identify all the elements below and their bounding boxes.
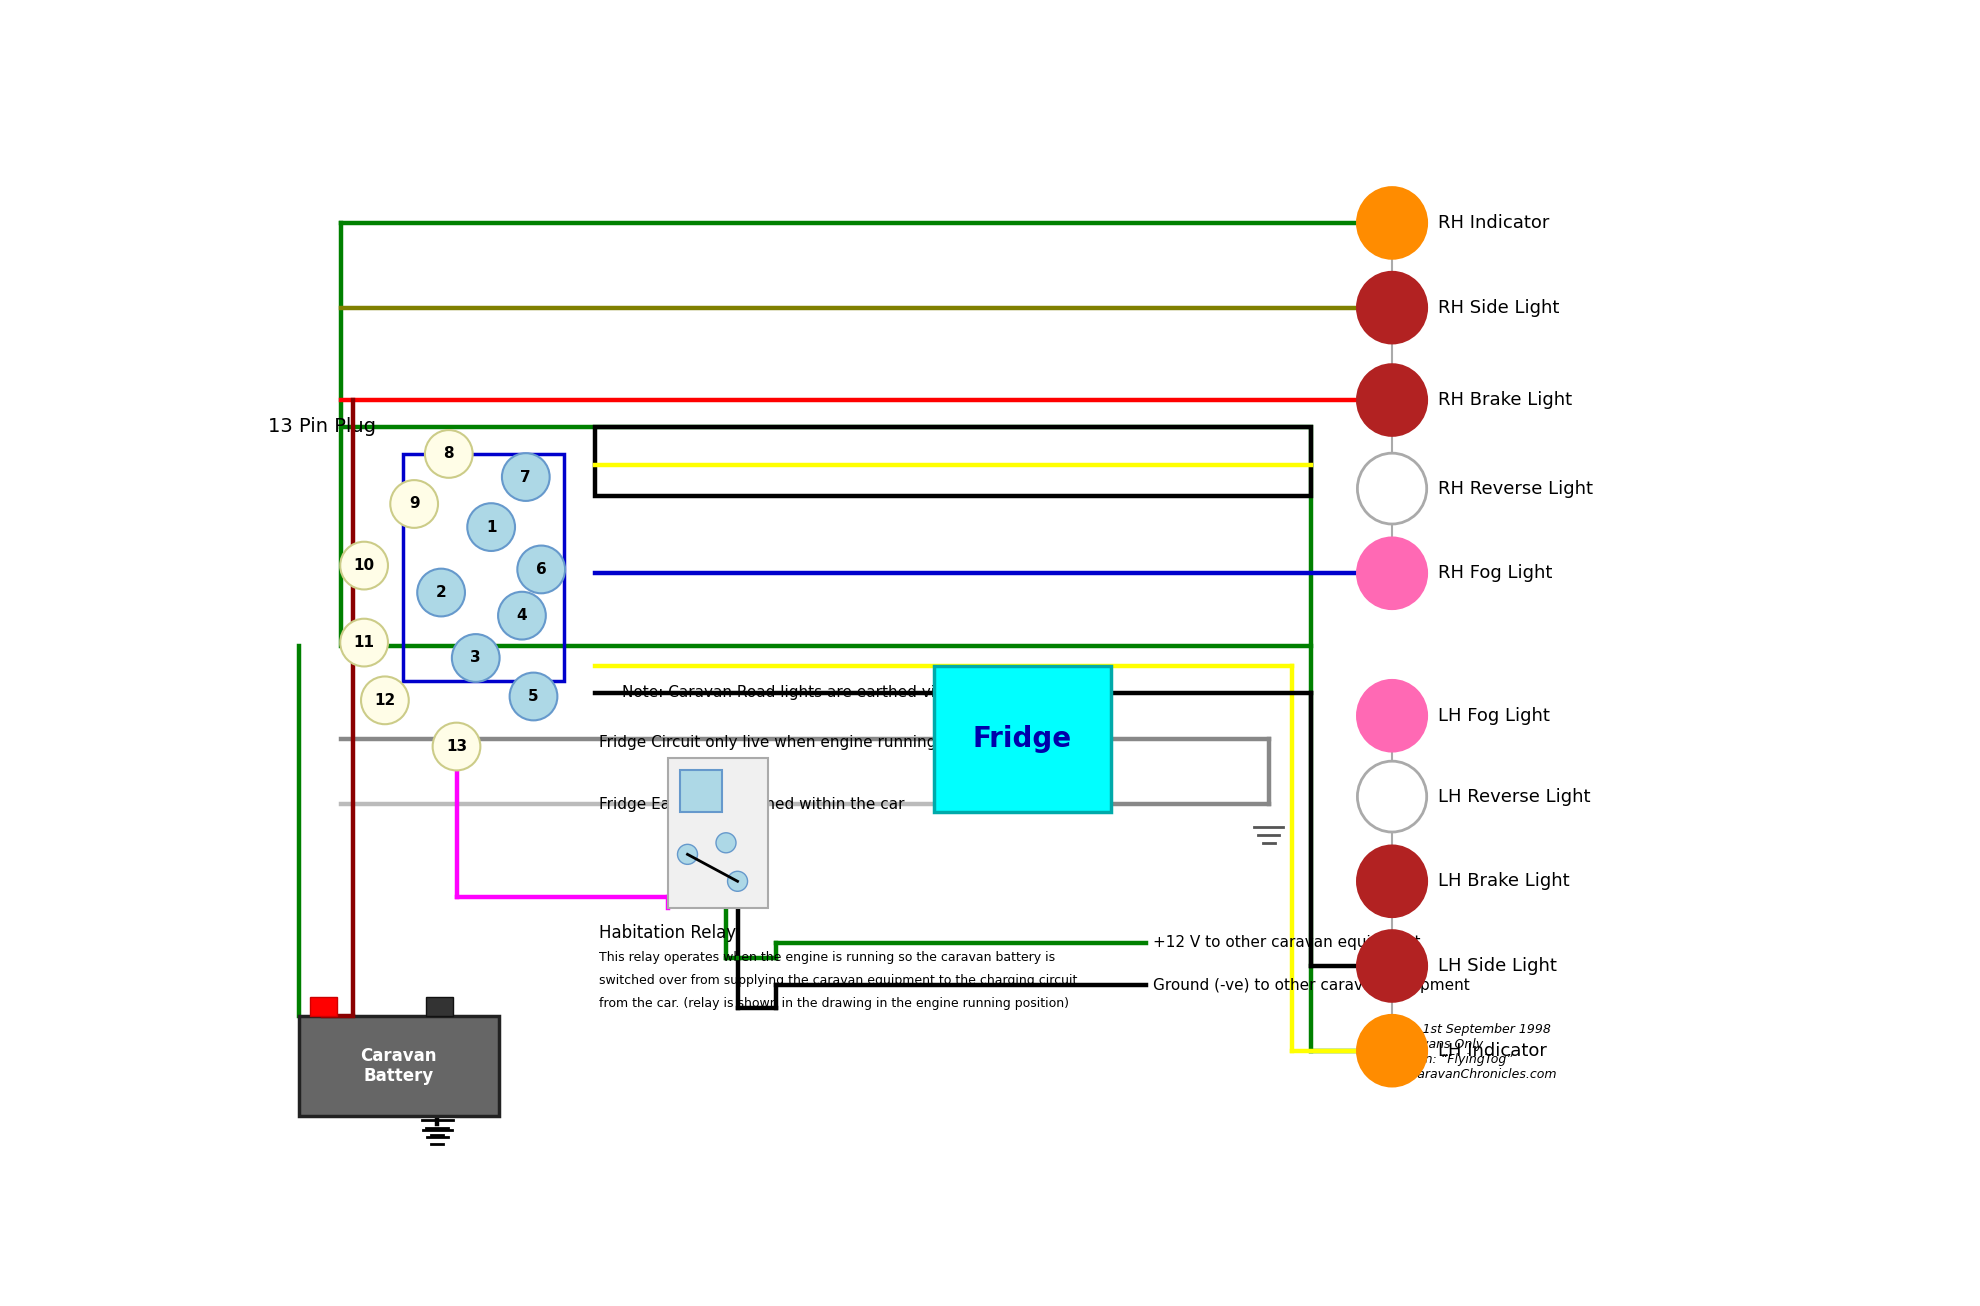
Text: This relay operates when the engine is running so the caravan battery is: This relay operates when the engine is r…: [600, 951, 1055, 964]
Circle shape: [418, 568, 465, 616]
Ellipse shape: [1358, 1015, 1428, 1087]
Circle shape: [426, 430, 473, 478]
Text: Fridge: Fridge: [972, 725, 1071, 752]
Text: switched over from supplying the caravan equipment to the charging circuit: switched over from supplying the caravan…: [600, 974, 1077, 987]
Circle shape: [432, 722, 481, 771]
Ellipse shape: [1358, 680, 1428, 751]
Text: 2: 2: [436, 585, 446, 599]
Text: LH Fog Light: LH Fog Light: [1437, 707, 1550, 725]
Text: 5: 5: [529, 690, 539, 704]
Text: Fridge Earth only earthed within the car: Fridge Earth only earthed within the car: [600, 797, 905, 812]
FancyBboxPatch shape: [679, 769, 723, 812]
Text: 8: 8: [444, 447, 453, 461]
Ellipse shape: [1358, 538, 1428, 609]
FancyBboxPatch shape: [311, 996, 337, 1016]
Text: 11: 11: [354, 635, 374, 650]
Circle shape: [499, 592, 546, 640]
Text: Habitation Relay: Habitation Relay: [600, 923, 737, 942]
Ellipse shape: [1358, 364, 1428, 435]
Circle shape: [509, 673, 558, 721]
Text: 3: 3: [471, 650, 481, 666]
FancyBboxPatch shape: [669, 757, 768, 908]
Text: Fridge Circuit only live when engine running: Fridge Circuit only live when engine run…: [600, 735, 937, 750]
Text: LH Side Light: LH Side Light: [1437, 957, 1556, 976]
Text: +12 V to other caravan equipment: +12 V to other caravan equipment: [1152, 935, 1422, 951]
Text: Ground (-ve) to other caravan equipment: Ground (-ve) to other caravan equipment: [1152, 978, 1469, 993]
Text: 13: 13: [446, 739, 467, 754]
Circle shape: [677, 845, 697, 865]
Ellipse shape: [1358, 188, 1428, 259]
Ellipse shape: [1358, 272, 1428, 343]
Text: 9: 9: [408, 496, 420, 512]
Text: RH Side Light: RH Side Light: [1437, 299, 1560, 316]
Text: 1: 1: [485, 520, 497, 534]
FancyBboxPatch shape: [426, 996, 453, 1016]
Text: RH Fog Light: RH Fog Light: [1437, 564, 1552, 582]
FancyBboxPatch shape: [935, 666, 1111, 812]
Circle shape: [360, 677, 408, 725]
Ellipse shape: [1358, 931, 1428, 1002]
Text: Caravan
Battery: Caravan Battery: [360, 1046, 438, 1085]
Circle shape: [341, 619, 388, 666]
FancyBboxPatch shape: [299, 1016, 499, 1117]
Circle shape: [390, 481, 438, 528]
Text: LH Reverse Light: LH Reverse Light: [1437, 788, 1590, 806]
Circle shape: [501, 453, 550, 502]
Text: 13 Pin Plug: 13 Pin Plug: [267, 418, 376, 436]
Text: 4: 4: [517, 609, 527, 623]
Text: 6: 6: [537, 562, 546, 577]
Ellipse shape: [1358, 761, 1428, 832]
Text: from the car. (relay is shown in the drawing in the engine running position): from the car. (relay is shown in the dra…: [600, 996, 1069, 1010]
Ellipse shape: [1358, 453, 1428, 524]
Text: 7: 7: [521, 470, 531, 485]
Ellipse shape: [1358, 846, 1428, 917]
Circle shape: [467, 503, 515, 551]
Text: RH Brake Light: RH Brake Light: [1437, 390, 1572, 409]
Text: Post 1st September 1998
Caravans Only
Drawn: “FlyingTog”
© CaravanChronicles.com: Post 1st September 1998 Caravans Only Dr…: [1392, 1024, 1556, 1081]
Circle shape: [341, 542, 388, 589]
Text: LH Brake Light: LH Brake Light: [1437, 872, 1570, 891]
Circle shape: [517, 546, 564, 593]
Text: Note: Caravan Road lights are earthed via pin 3 only: Note: Caravan Road lights are earthed vi…: [622, 686, 1026, 700]
Circle shape: [727, 871, 748, 891]
Text: RH Indicator: RH Indicator: [1437, 214, 1550, 232]
Circle shape: [451, 635, 499, 682]
Text: 10: 10: [354, 558, 374, 573]
Text: 12: 12: [374, 693, 396, 708]
Text: LH Indicator: LH Indicator: [1437, 1042, 1546, 1059]
Circle shape: [717, 833, 737, 853]
Text: RH Reverse Light: RH Reverse Light: [1437, 479, 1594, 498]
